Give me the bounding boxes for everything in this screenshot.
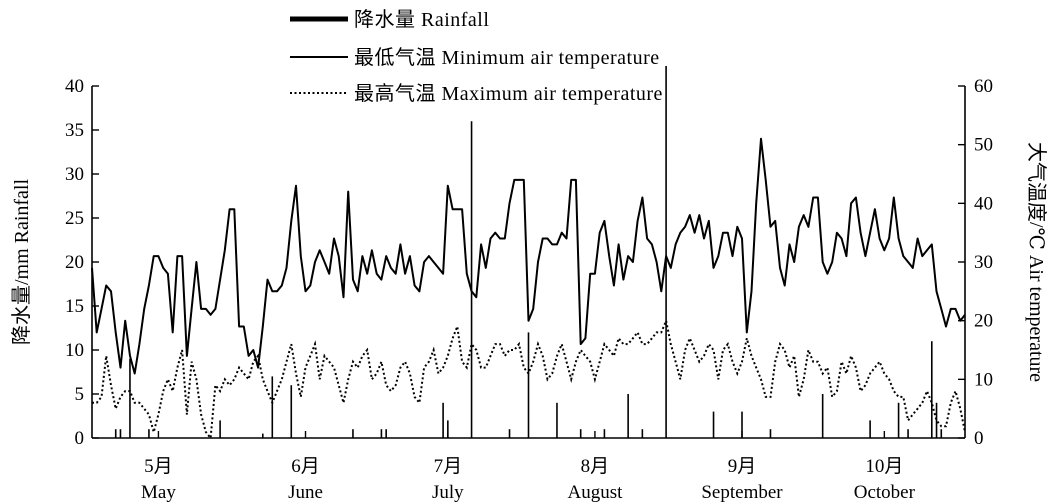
x-month-ticks: 5月 May 6月 June 7月 July 8月 August 9月 September 10月 O… [141, 431, 916, 503]
y-right-tick-label: 20 [974, 311, 993, 332]
y-left-tick-label: 15 [65, 296, 84, 317]
y-right-tick-label: 50 [974, 135, 993, 156]
y-left-axis-label: 降水量/mm Rainfall [10, 179, 33, 346]
y-right-tick-label: 40 [974, 193, 993, 214]
y-right-tick-label: 60 [974, 76, 993, 97]
y-left-tick-label: 5 [75, 384, 85, 405]
y-left-tick-label: 20 [65, 252, 84, 273]
month-label-cn: 5月 [144, 456, 173, 477]
y-right-tick-label: 0 [974, 428, 984, 449]
y-left-tick-label: 30 [65, 164, 84, 185]
month-label-en: October [854, 482, 916, 503]
month-label-en: May [141, 482, 176, 503]
month-label-en: June [288, 482, 323, 503]
y-right-axis-label: 大气温度/℃ Air temperature [1025, 142, 1048, 382]
y-left-tick-label: 0 [75, 428, 85, 449]
min-temperature-series [91, 137, 966, 375]
rainfall-bars [114, 66, 943, 438]
y-left-tick-label: 40 [65, 76, 84, 97]
y-right-tick-label: 30 [974, 252, 993, 273]
month-label-cn: 8月 [581, 456, 610, 477]
y-right-ticks: 0 10 20 30 40 50 60 [958, 76, 993, 449]
month-label-en: August [567, 482, 623, 503]
y-left-tick-label: 35 [65, 120, 84, 141]
month-label-en: July [432, 482, 464, 503]
legend-rainfall-label: 降水量 Rainfall [354, 8, 489, 31]
y-left-tick-label: 10 [65, 340, 84, 361]
month-label-cn: 9月 [728, 456, 757, 477]
y-left-ticks: 0 5 10 15 20 25 30 35 40 [65, 76, 99, 449]
month-label-cn: 6月 [291, 456, 320, 477]
month-label-cn: 10月 [865, 456, 903, 477]
legend-min-temperature-label: 最低气温 Minimum air temperature [354, 46, 660, 69]
y-left-tick-label: 25 [65, 208, 84, 229]
max-temperature-series [92, 317, 966, 441]
month-label-en: September [701, 482, 783, 503]
y-right-tick-label: 10 [974, 369, 993, 390]
month-label-cn: 7月 [434, 456, 463, 477]
legend-max-temperature-label: 最高气温 Maximum air temperature [354, 82, 663, 105]
legend: 降水量 Rainfall 最低气温 Minimum air temperatur… [290, 8, 663, 105]
